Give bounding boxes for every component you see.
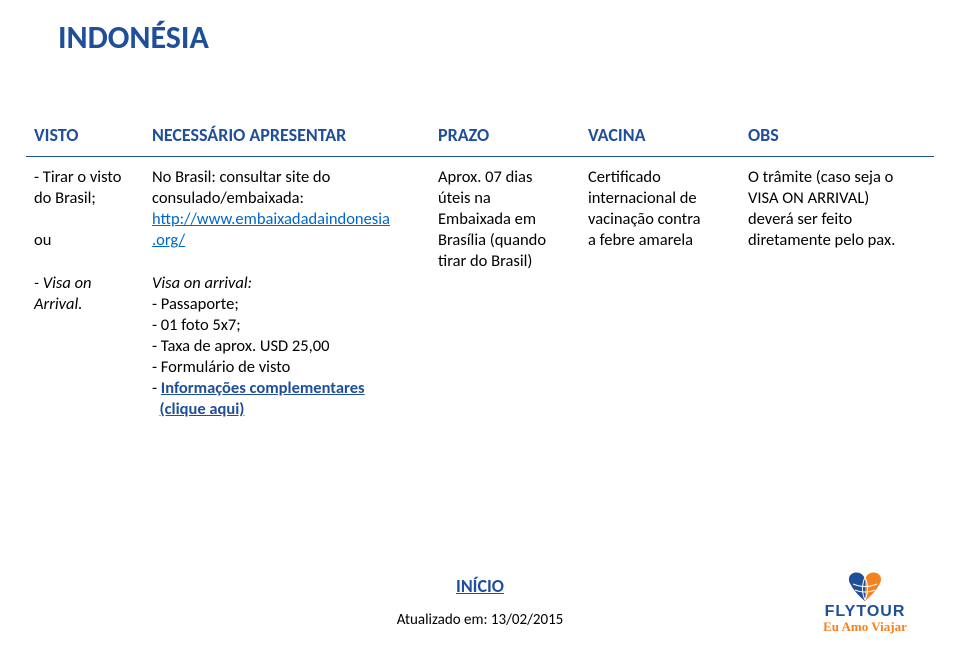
text: VISA ON ARRIVAL)	[748, 188, 869, 208]
header-visto: VISTO	[26, 118, 144, 157]
text: Certificado	[588, 167, 661, 187]
embassy-link[interactable]: http://www.embaixadadaindonesia	[152, 209, 390, 229]
text: Embaixada em	[438, 209, 536, 229]
heart-globe-icon	[820, 567, 910, 605]
text: - Formulário de visto	[152, 357, 290, 377]
text: O trâmite (caso seja o	[748, 167, 893, 187]
text: - Passaporte;	[152, 294, 239, 314]
text: - 01 foto 5x7;	[152, 315, 241, 335]
text: do Brasil;	[34, 188, 96, 208]
text: deverá ser feito	[748, 209, 852, 229]
flytour-logo: FLYTOUR Eu Amo Viajar	[800, 567, 930, 635]
text: tirar do Brasil)	[438, 251, 532, 271]
cell-obs: O trâmite (caso seja o VISA ON ARRIVAL) …	[740, 157, 934, 425]
info-link[interactable]: Informações complementares	[161, 378, 365, 398]
text: ou	[34, 230, 51, 250]
text: Brasília (quando	[438, 230, 546, 250]
text: consulado/embaixada:	[152, 188, 304, 208]
logo-tagline: Eu Amo Viajar	[800, 619, 930, 635]
text: diretamente pelo pax.	[748, 230, 895, 250]
cell-visto: - Tirar o visto do Brasil; ou - Visa on …	[26, 157, 144, 425]
header-necessario: NECESSÁRIO APRESENTAR	[144, 118, 430, 157]
cell-necessario: No Brasil: consultar site do consulado/e…	[144, 157, 430, 425]
header-prazo: PRAZO	[430, 118, 580, 157]
header-obs: OBS	[740, 118, 934, 157]
cell-vacina: Certificado internacional de vacinação c…	[580, 157, 740, 425]
text: - Visa on	[34, 273, 92, 293]
text: - Tirar o visto	[34, 167, 121, 187]
embassy-link[interactable]: .org/	[152, 230, 185, 250]
text: - Taxa de aprox. USD 25,00	[152, 336, 329, 356]
cell-prazo: Aprox. 07 dias úteis na Embaixada em Bra…	[430, 157, 580, 425]
page-title: INDONÉSIA	[58, 18, 209, 57]
text: a febre amarela	[588, 230, 693, 250]
text: Aprox. 07 dias	[438, 167, 532, 187]
visa-table: VISTO NECESSÁRIO APRESENTAR PRAZO VACINA…	[26, 118, 934, 424]
text: Arrival.	[34, 294, 82, 314]
text: -	[152, 378, 161, 398]
info-link[interactable]: (clique aqui)	[159, 399, 244, 419]
text: Visa on arrival:	[152, 273, 252, 293]
text: No Brasil: consultar site do	[152, 167, 330, 187]
text: úteis na	[438, 188, 491, 208]
text: internacional de	[588, 188, 697, 208]
table-row: - Tirar o visto do Brasil; ou - Visa on …	[26, 157, 934, 425]
text: vacinação contra	[588, 209, 701, 229]
header-vacina: VACINA	[580, 118, 740, 157]
